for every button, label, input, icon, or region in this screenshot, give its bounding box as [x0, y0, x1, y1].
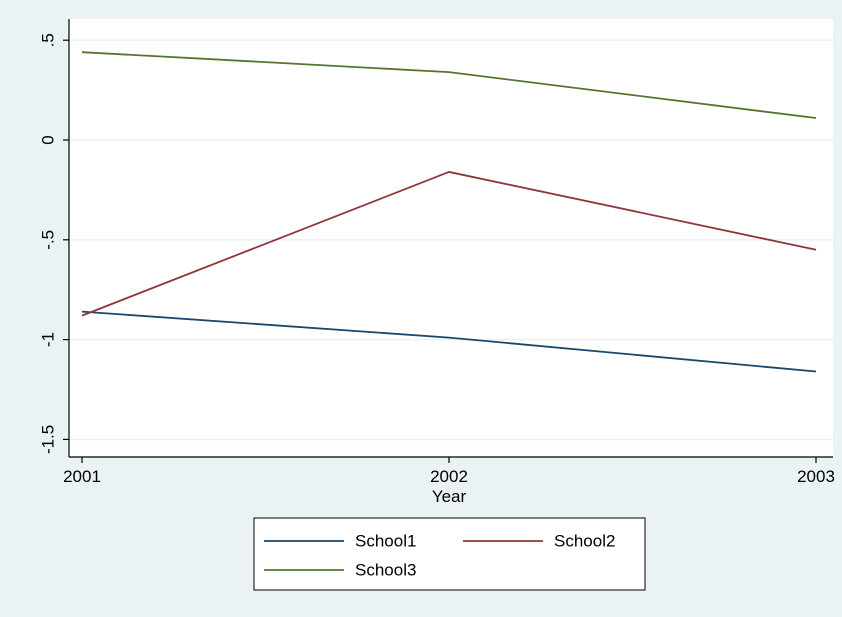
legend-label-school1: School1 — [355, 532, 416, 551]
y-tick-label: -.5 — [39, 230, 58, 250]
x-tick-label: 2002 — [430, 467, 468, 486]
y-ticks: .5 0 -.5 -1 -1.5 — [39, 33, 69, 454]
y-tick-label: .5 — [39, 33, 58, 47]
x-axis-label: Year — [432, 487, 467, 506]
legend: School1 School2 School3 — [253, 517, 646, 591]
legend-label-school2: School2 — [554, 532, 615, 551]
axes — [68, 19, 833, 458]
y-tick-label: -1 — [39, 332, 58, 347]
series-line-school1 — [81, 310, 817, 373]
grid-lines — [69, 39, 833, 441]
series-line-school3 — [81, 51, 817, 119]
x-tick-label: 2001 — [63, 467, 101, 486]
plot-area — [69, 19, 833, 457]
legend-box — [253, 517, 646, 591]
legend-label-school3: School3 — [355, 561, 416, 580]
x-tick-label: 2003 — [797, 467, 835, 486]
series-line-school2 — [81, 171, 817, 317]
y-tick-label: -1.5 — [39, 425, 58, 454]
y-tick-label: 0 — [39, 135, 58, 144]
series-lines — [81, 51, 817, 373]
x-ticks: 2001 2002 2003 — [63, 457, 835, 486]
